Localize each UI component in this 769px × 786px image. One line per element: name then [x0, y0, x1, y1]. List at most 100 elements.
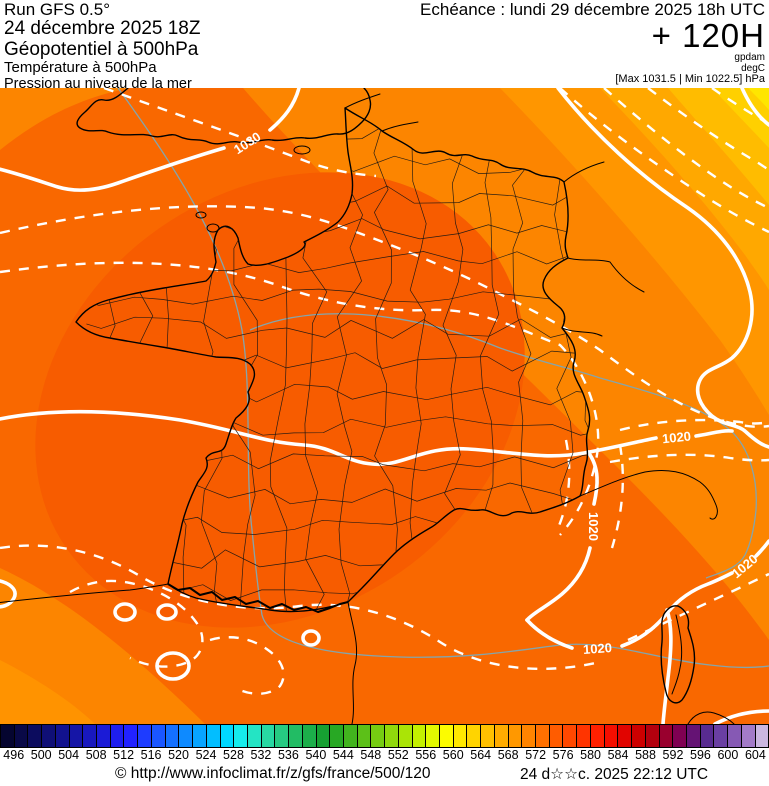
- spain-north-coast: [0, 583, 169, 603]
- band-sw-2: [0, 660, 95, 724]
- colorbar-tick-label: 564: [470, 748, 492, 762]
- header: Run GFS 0.5° 24 décembre 2025 18Z Géopot…: [0, 0, 769, 91]
- colorbar-cell: [548, 725, 563, 747]
- colorbar-cell: [754, 725, 769, 747]
- colorbar-cell: [631, 725, 645, 747]
- isobar-1030: [0, 146, 226, 193]
- colorbar-cell: [699, 725, 714, 747]
- isobar-closed-cell: [0, 579, 17, 609]
- isobar-1020-branch: [586, 450, 599, 506]
- map-canvas: 1030 1020 1020 1020 1020: [0, 88, 769, 724]
- colorbar-cell: [589, 725, 604, 747]
- run-date-label: 24 décembre 2025 18Z: [4, 18, 201, 40]
- colorbar-tick-label: 604: [744, 748, 766, 762]
- corsica-coastline: [660, 605, 696, 704]
- colorbar-cell: [54, 725, 69, 747]
- colorbar-cell: [288, 725, 302, 747]
- isobar-1020-main: [694, 429, 734, 438]
- colorbar-cell: [137, 725, 151, 747]
- field-temperature-label: Température à 500hPa: [4, 59, 157, 77]
- dashed-contour: [0, 544, 601, 670]
- switzerland-border: [567, 257, 645, 293]
- header-left: Run GFS 0.5° 24 décembre 2025 18Z Géopot…: [4, 0, 201, 92]
- colorbar-tick-label: 540: [305, 748, 327, 762]
- colorbar-cell: [658, 725, 673, 747]
- colorbar-tick-label: 592: [662, 748, 684, 762]
- pyrenees-border: [167, 583, 349, 613]
- isobar-label-1020: 1020: [661, 428, 691, 446]
- colorbar-cell: [562, 725, 577, 747]
- isobar-label-1020: 1020: [583, 640, 613, 657]
- colorbar-tick-label: 568: [497, 748, 519, 762]
- colorbar-cell: [27, 725, 42, 747]
- colorbar-cell: [246, 725, 261, 747]
- colorbar-tick-label: 580: [580, 748, 601, 762]
- colorbar-tick-label: 524: [195, 748, 217, 762]
- colorbar-cell: [740, 725, 755, 747]
- colorbar-tick-label: 504: [58, 748, 80, 762]
- channel-island: [206, 223, 220, 233]
- colorbar-cell: [425, 725, 439, 747]
- colorbar-cell: [576, 725, 590, 747]
- colorbar-cell: [685, 725, 700, 747]
- isobar-1020-south: [754, 539, 769, 558]
- department-border-line: [76, 288, 590, 306]
- italy-border: [561, 327, 603, 337]
- colorbar-cell: [150, 725, 165, 747]
- field-pressure-label: Pression au niveau de la mer: [4, 75, 192, 92]
- colorbar-cell: [178, 725, 193, 747]
- colorbar-cell: [274, 725, 289, 747]
- colorbar-tick-label: 496: [3, 748, 25, 762]
- colorbar-tick-label: 596: [690, 748, 711, 762]
- colorbar-cell: [164, 725, 179, 747]
- sardinia-coast: [687, 711, 735, 724]
- colorbar-cell: [535, 725, 549, 747]
- colorbar-cell: [713, 725, 728, 747]
- colorbar-cell: [68, 725, 83, 747]
- geopotential-line-1: [117, 88, 769, 669]
- colorbar-tick-label: 572: [525, 748, 547, 762]
- colorbar-tick-label: 508: [85, 748, 107, 762]
- colorbar-cell: [192, 725, 206, 747]
- colorbar-cell: [41, 725, 55, 747]
- dashed-contour: [619, 418, 769, 432]
- department-border-line: [336, 114, 363, 612]
- band-nw-corner: [0, 88, 130, 150]
- colorbar-cell: [96, 725, 110, 747]
- channel-island: [195, 211, 207, 219]
- colorbar-cell: [342, 725, 357, 747]
- colorbar-cell: [123, 725, 138, 747]
- spain-med-coast: [347, 601, 358, 724]
- isobar-closed-cell: [156, 603, 178, 621]
- colorbar-cell: [384, 725, 398, 747]
- isle-of-wight: [293, 145, 311, 155]
- isobar-corsica-west: [661, 608, 673, 724]
- colorbar-cell: [727, 725, 741, 747]
- isobar-closed-cell: [113, 602, 137, 622]
- colorbar-tick-label: 516: [140, 748, 162, 762]
- germany-border: [563, 161, 605, 183]
- colorbar-cell: [219, 725, 234, 747]
- band-ne-5: [712, 88, 769, 148]
- colorbar-cell: [260, 725, 275, 747]
- isobar-closed-cell: [301, 629, 321, 647]
- corsica-interior: [671, 614, 683, 695]
- isobar-contours: [0, 88, 769, 724]
- geopotential-line-2: [249, 313, 757, 579]
- colorbar-tick-label: 528: [223, 748, 244, 762]
- colorbar-cell: [109, 725, 124, 747]
- isobar-closed-cell: [155, 651, 191, 681]
- colorbar-tick-label: 532: [250, 748, 272, 762]
- colorbar-cell: [466, 725, 481, 747]
- colorbar-cell: [439, 725, 453, 747]
- colorbar-tick-label: 588: [635, 748, 656, 762]
- dashed-contour: [0, 205, 769, 428]
- colorbar-tick-label: 556: [415, 748, 437, 762]
- department-border-line: [373, 108, 398, 612]
- dashed-contour: [69, 579, 204, 668]
- colorbar-tick-label: 512: [113, 748, 135, 762]
- colorbar-tick-label: 536: [277, 748, 299, 762]
- isobar-1020-south: [525, 618, 574, 650]
- colorbar-cell: [397, 725, 412, 747]
